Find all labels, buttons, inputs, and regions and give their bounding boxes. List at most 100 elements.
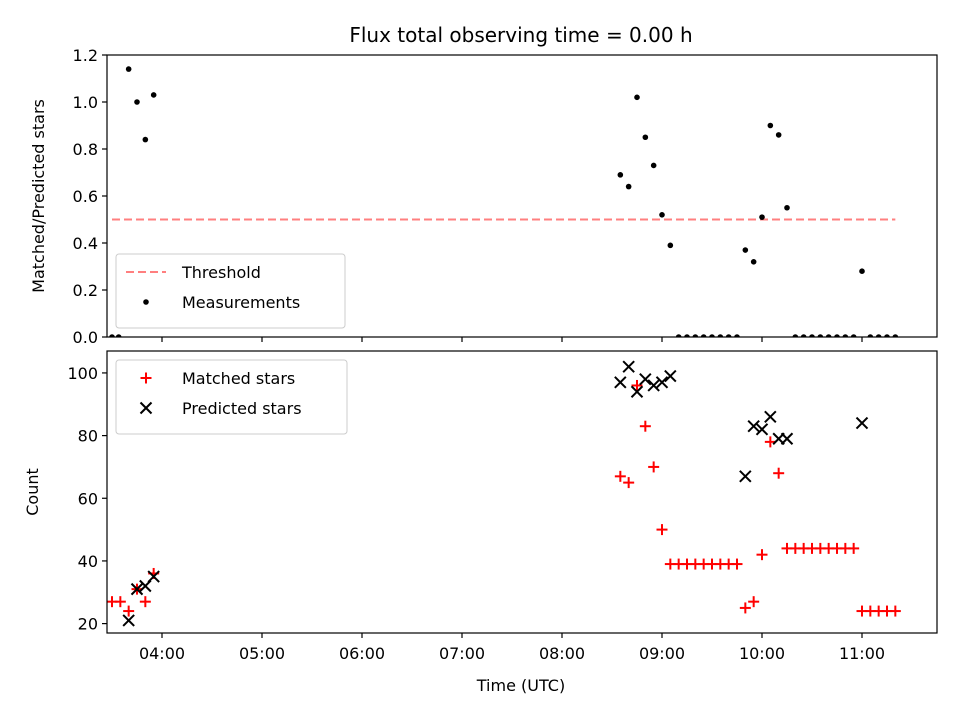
bottom-x-tick-label: 10:00 [739,644,785,663]
legend-frame [115,253,346,329]
bottom-x-tick-label: 11:00 [839,644,885,663]
top-y-tick-label: 0.6 [73,187,98,206]
matched-stars-point [114,596,126,608]
matched-stars-point [623,477,635,489]
legend-frame [115,359,348,435]
predicted-stars-legend-label: Predicted stars [182,399,302,418]
predicted-stars-point [622,360,635,373]
measurements-point [784,204,790,211]
matched-stars-point [631,379,643,391]
matched-stars-point [748,596,760,608]
measurements-point [875,334,882,337]
matched-stars-legend-swatch [140,372,152,384]
matched-stars-point [739,602,751,614]
measurements-point [842,334,849,337]
measurements-point [115,334,122,337]
measurements-point [809,334,815,337]
measurements-point [625,183,632,190]
measurements-point [734,334,740,337]
bottom-panel: 20 40 60 80 100 04:00 05:00 06:00 07:00 08:00 09:0… [67,350,938,663]
measurements-point [675,334,682,337]
bottom-y-tick-label: 60 [78,489,98,508]
measurements-point [867,334,874,337]
measurements-point [800,334,807,337]
top-legend: Threshold Measurements [115,253,346,329]
measurements-point [125,66,132,72]
measurements-point [617,172,624,178]
top-panel: 0.0 0.2 0.4 0.6 0.8 1.0 1.2 Threshold Measuremen… [73,46,938,347]
predicted-stars-point [639,372,652,386]
bottom-x-tick-label: 09:00 [639,644,685,663]
predicted-stars-point [747,419,760,433]
bottom-y-tick-label: 20 [78,615,98,634]
measurements-point [825,334,832,337]
top-y-tick-label: 0.2 [73,281,98,300]
measurements-point [684,334,690,337]
top-y-tick-label: 1.0 [73,93,98,112]
matched-stars-point [123,605,135,617]
measurements-point [817,334,824,337]
predicted-stars-legend-swatch [139,401,153,415]
measurements-point [767,122,774,129]
matched-stars-point [848,542,860,554]
measurements-point [750,259,757,265]
matched-stars-point [756,549,768,561]
bottom-plot-area [107,360,901,627]
predicted-stars-point [655,376,669,389]
bottom-axes-frame [106,350,938,634]
predicted-stars-point [647,379,660,392]
measurements-point [109,334,115,337]
predicted-stars-point [755,423,769,436]
predicted-stars-point [739,470,752,483]
matched-stars-point [139,596,151,608]
measurements-point [759,214,765,220]
measurements-point [142,136,149,143]
top-y-tick-label: 0.4 [73,234,98,253]
measurements-point [150,92,157,98]
bottom-x-tick-label: 04:00 [139,644,185,663]
measurements-point [892,334,899,337]
predicted-stars-point [855,416,869,430]
measurements-point [642,134,649,141]
chart-title: Flux total observing time = 0.00 h [349,23,692,47]
matched-stars-point [773,467,785,479]
bottom-x-tick-label: 08:00 [539,644,585,663]
predicted-stars-point [122,614,135,627]
measurements-point [834,334,840,337]
matched-stars-point [731,558,743,570]
predicted-stars-point [630,385,644,398]
matched-stars-point [614,470,626,482]
bottom-x-tick-label: 05:00 [239,644,285,663]
predicted-stars-point [147,570,160,583]
bottom-y-tick-label: 80 [78,427,98,446]
measurements-point [700,334,707,337]
measurements-point [742,247,749,253]
matched-stars-point [639,420,651,432]
measurements-legend-label: Measurements [182,293,300,312]
top-y-tick-label: 0.0 [73,328,98,347]
measurements-point [659,212,665,218]
threshold-legend-label: Threshold [181,263,261,282]
measurements-point [667,242,674,249]
measurements-point [692,334,699,337]
top-y-tick-label: 0.8 [73,140,98,159]
bottom-y-tick-label: 40 [78,552,98,571]
predicted-stars-point [664,369,677,383]
bottom-x-tick-label: 07:00 [439,644,485,663]
measurements-legend-swatch [143,299,149,305]
measurements-point [775,132,782,138]
bottom-y-tick-label: 100 [67,364,98,383]
matched-stars-point [764,436,776,448]
predicted-stars-point [130,582,144,596]
measurements-point [717,334,724,337]
measurements-point [634,94,640,101]
measurements-point [884,334,890,337]
measurements-point [134,99,140,105]
top-axes-frame [106,54,938,338]
top-y-tick-label: 1.2 [73,46,98,65]
measurements-point [709,334,715,337]
x-axis-label: Time (UTC) [476,676,565,695]
matched-stars-point [648,461,660,473]
predicted-stars-point [764,410,777,424]
